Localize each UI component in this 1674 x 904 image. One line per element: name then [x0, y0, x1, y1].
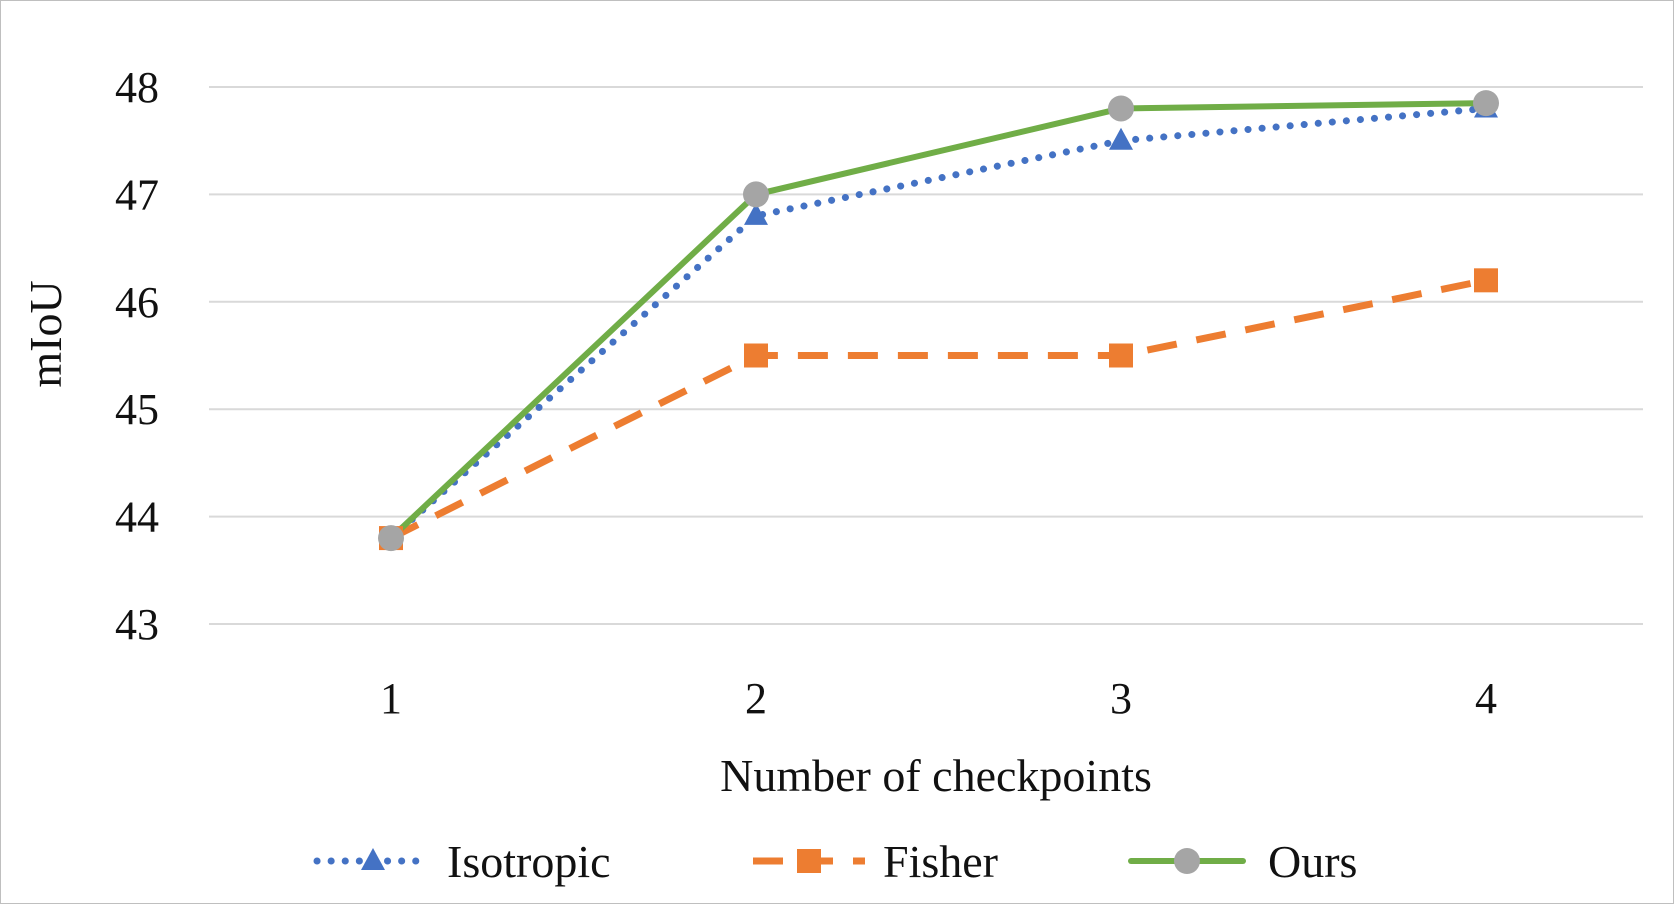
data-point-ours: [1473, 90, 1499, 117]
y-tick-label: 46: [115, 278, 159, 327]
data-point-ours: [1108, 95, 1134, 122]
data-point-fisher: [1474, 268, 1498, 293]
series-markers: [378, 90, 1499, 552]
series-lines: [387, 100, 1490, 542]
x-axis-ticks: 1 2 3 4: [380, 674, 1497, 723]
y-tick-label: 44: [115, 493, 159, 542]
series-line-isotropic: [387, 104, 1490, 542]
x-tick-label: 1: [380, 674, 402, 723]
x-tick-label: 3: [1110, 674, 1132, 723]
series-line-ours: [388, 100, 1489, 542]
x-tick-label: 2: [745, 674, 767, 723]
y-tick-label: 45: [115, 385, 159, 434]
data-point-isotropic: [744, 202, 768, 225]
legend-marker-ours: [1174, 848, 1200, 874]
data-point-isotropic: [1109, 127, 1133, 150]
gridlines: [209, 86, 1643, 625]
series-line-fisher: [389, 276, 1487, 542]
legend-label-isotropic: Isotropic: [447, 836, 611, 887]
legend-marker-isotropic: [361, 848, 385, 870]
legend-label-fisher: Fisher: [883, 836, 998, 887]
y-tick-label: 47: [115, 170, 159, 219]
x-axis-title: Number of checkpoints: [720, 750, 1152, 801]
y-axis-title: mIoU: [20, 280, 71, 387]
x-tick-label: 4: [1475, 674, 1497, 723]
data-point-fisher: [1109, 343, 1133, 368]
y-axis-ticks: 43 44 45 46 47 48: [115, 63, 159, 649]
data-point-ours: [743, 181, 769, 208]
legend-marker-fisher: [797, 849, 821, 873]
data-point-fisher: [744, 343, 768, 368]
y-tick-label: 43: [115, 600, 159, 649]
legend-label-ours: Ours: [1268, 836, 1357, 887]
y-tick-label: 48: [115, 63, 159, 112]
data-point-ours: [378, 525, 404, 552]
legend: Isotropic Fisher Ours: [313, 836, 1357, 887]
